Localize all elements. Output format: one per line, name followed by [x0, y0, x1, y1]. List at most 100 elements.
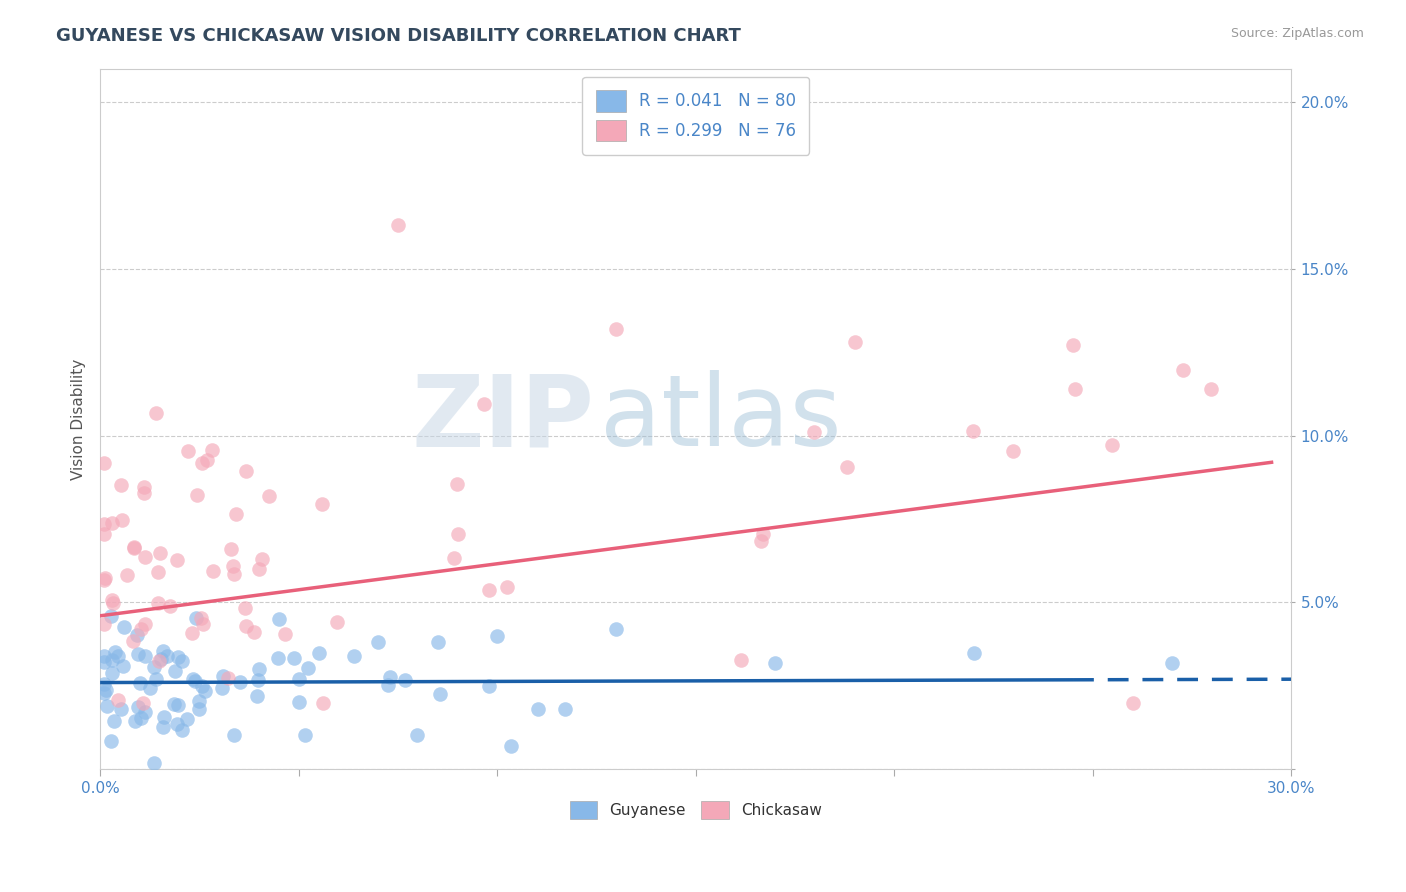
Point: [962, 425, 984, 439]
Point: [159, 599, 181, 613]
Point: [166, 552, 188, 566]
Legend: Guyanese, Chickasaw: Guyanese, Chickasaw: [564, 795, 828, 825]
Point: [380, 670, 402, 684]
Point: [221, 542, 243, 557]
Point: [93, 648, 115, 663]
Point: [134, 486, 156, 500]
Point: [167, 650, 190, 665]
Point: [125, 628, 148, 642]
Point: [172, 654, 194, 668]
Point: [122, 540, 145, 554]
Point: [93, 527, 115, 541]
Point: [190, 611, 212, 625]
Point: [201, 442, 224, 457]
Point: [963, 646, 986, 660]
Point: [94, 683, 117, 698]
Point: [288, 695, 311, 709]
Point: [101, 666, 124, 681]
Point: [129, 622, 152, 636]
Point: [1173, 362, 1195, 376]
Point: [246, 689, 269, 703]
Point: [107, 648, 129, 663]
Point: [165, 665, 187, 679]
Point: [486, 629, 509, 643]
Point: [195, 453, 218, 467]
Point: [110, 702, 132, 716]
Point: [190, 456, 212, 470]
Point: [367, 635, 389, 649]
Point: [478, 679, 501, 693]
Point: [297, 661, 319, 675]
Point: [312, 696, 335, 710]
Point: [103, 714, 125, 728]
Point: [100, 734, 122, 748]
Point: [139, 681, 162, 695]
Point: [188, 694, 211, 708]
Point: [186, 488, 208, 502]
Point: [122, 541, 145, 555]
Point: [247, 662, 270, 676]
Point: [472, 397, 495, 411]
Point: [235, 618, 257, 632]
Point: [267, 612, 290, 626]
Point: [242, 624, 264, 639]
Point: [184, 611, 207, 625]
Point: [145, 406, 167, 420]
Point: [166, 717, 188, 731]
Point: [217, 671, 239, 685]
Point: [288, 672, 311, 686]
Point: [202, 564, 225, 578]
Point: [111, 513, 134, 527]
Text: ZIP: ZIP: [412, 370, 595, 467]
Point: [730, 653, 752, 667]
Point: [763, 656, 786, 670]
Point: [93, 456, 115, 470]
Point: [247, 562, 270, 576]
Point: [443, 551, 465, 566]
Point: [257, 490, 280, 504]
Point: [527, 701, 550, 715]
Point: [134, 550, 156, 565]
Point: [605, 322, 627, 336]
Point: [377, 678, 399, 692]
Point: [152, 710, 174, 724]
Point: [96, 698, 118, 713]
Point: [150, 652, 173, 666]
Point: [163, 697, 186, 711]
Point: [752, 527, 775, 541]
Point: [835, 460, 858, 475]
Point: [172, 723, 194, 737]
Point: [1063, 382, 1085, 396]
Point: [129, 676, 152, 690]
Point: [94, 571, 117, 585]
Point: [844, 335, 866, 350]
Point: [194, 684, 217, 698]
Point: [181, 672, 204, 686]
Point: [134, 617, 156, 632]
Point: [751, 533, 773, 548]
Point: [235, 464, 257, 478]
Point: [176, 443, 198, 458]
Point: [394, 673, 416, 687]
Point: [308, 646, 330, 660]
Point: [228, 675, 250, 690]
Point: [127, 700, 149, 714]
Point: [499, 739, 522, 753]
Point: [152, 720, 174, 734]
Point: [146, 565, 169, 579]
Point: [152, 643, 174, 657]
Point: [184, 674, 207, 689]
Point: [478, 582, 501, 597]
Point: [145, 673, 167, 687]
Point: [93, 677, 115, 691]
Point: [211, 681, 233, 696]
Point: [426, 635, 449, 649]
Point: [111, 658, 134, 673]
Point: [110, 477, 132, 491]
Point: [224, 567, 246, 582]
Point: [101, 653, 124, 667]
Point: [166, 698, 188, 712]
Point: [124, 714, 146, 728]
Point: [134, 649, 156, 664]
Point: [250, 551, 273, 566]
